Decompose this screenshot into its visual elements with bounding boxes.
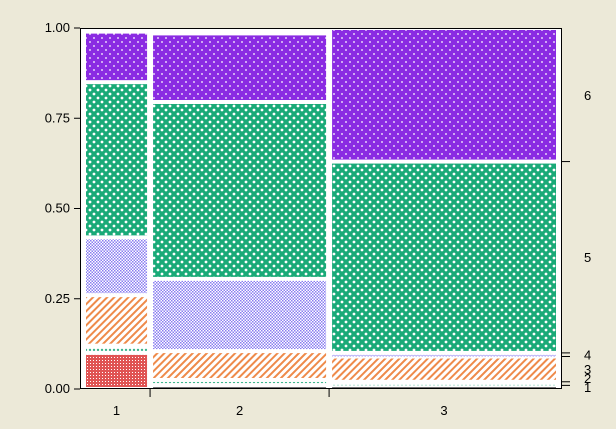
mosaic-cell-col2-level3 [153, 353, 327, 378]
x-tick-label: 3 [440, 403, 447, 418]
y-tick-label: 0.00 [45, 381, 70, 396]
right-level-label: 6 [584, 88, 591, 103]
right-level-label: 5 [584, 250, 591, 265]
x-tick-label: 1 [113, 403, 120, 418]
right-level-label: 2 [584, 371, 591, 386]
y-tick-label: 1.00 [45, 20, 70, 35]
y-tick-label: 0.25 [45, 291, 70, 306]
right-level-label: 4 [584, 348, 591, 363]
mosaic-cell-col2-level4 [153, 280, 327, 350]
mosaic-cell-col3-level2 [332, 383, 556, 386]
mosaic-cell-col2-level6 [153, 35, 327, 101]
mosaic-cell-col1-level1 [86, 354, 148, 387]
y-tick-label: 0.75 [45, 110, 70, 125]
mosaic-cell-col1-level6 [86, 33, 148, 81]
mosaic-cell-col1-level4 [86, 239, 148, 294]
x-tick-label: 2 [236, 403, 243, 418]
mosaic-cell-col2-level2 [153, 381, 327, 384]
mosaic-cell-col1-level3 [86, 297, 148, 344]
mosaic-cell-col2-level5 [153, 104, 327, 277]
y-tick-label: 0.50 [45, 201, 70, 216]
right-level-label: 1 [584, 380, 591, 395]
plot-frame [80, 28, 562, 389]
mosaic-cell-col3-level5 [332, 163, 556, 351]
mosaic-cell-col3-level4 [332, 354, 556, 357]
mosaic-cell-col3-level3 [332, 358, 556, 380]
mosaic-cell-col1-level5 [86, 84, 148, 236]
mosaic-cell-col1-level2 [86, 347, 148, 351]
mosaic-cell-col3-level6 [332, 30, 556, 160]
right-level-label: 3 [584, 362, 591, 377]
